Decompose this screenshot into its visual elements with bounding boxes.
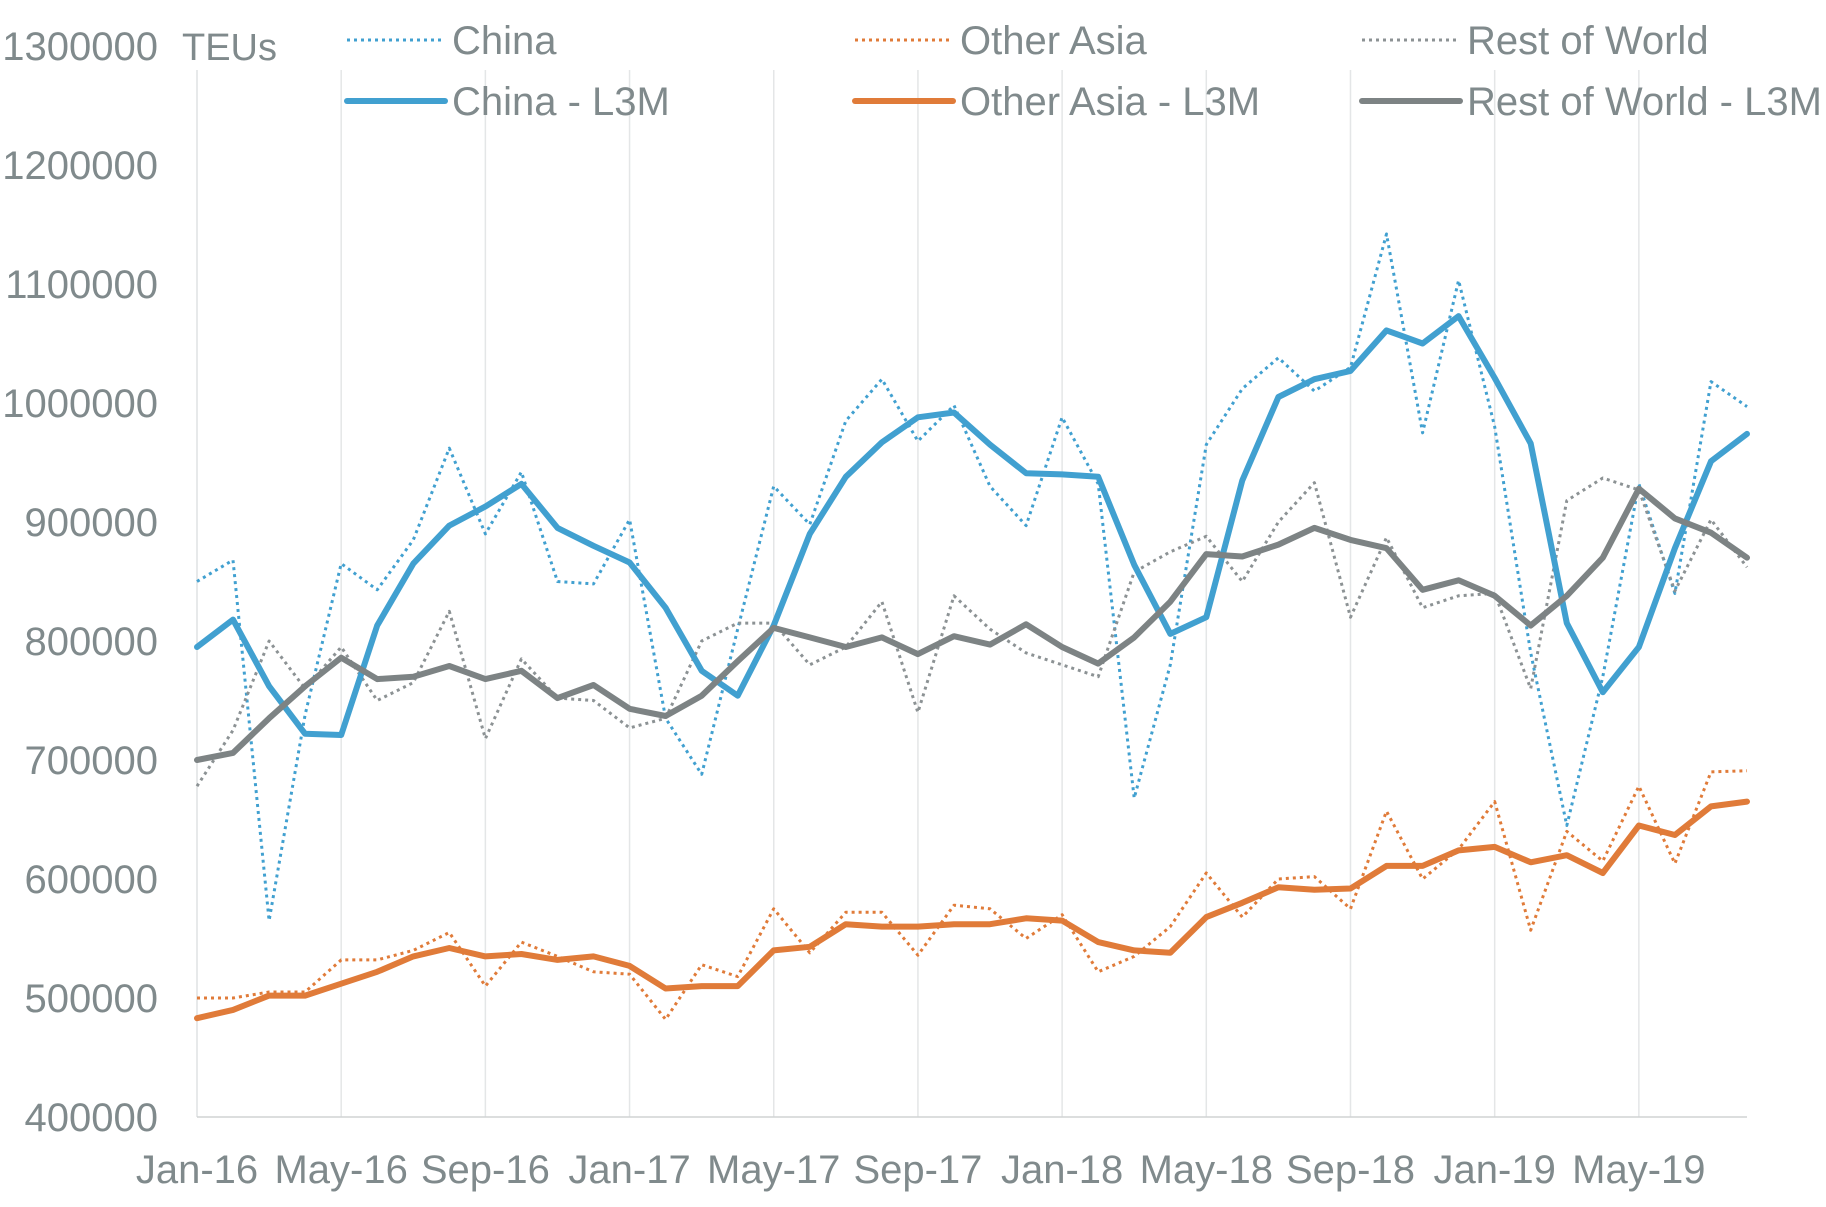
x-tick-label: May-17 (707, 1148, 840, 1192)
legend-item: Rest of World - L3M (1359, 80, 1822, 124)
legend-label: China - L3M (452, 80, 670, 124)
axes: Jan-16 May-16 Sep-16 Jan-17 May-17 Sep-17 Jan-… (2, 25, 1747, 1192)
y-tick-label: 1000000 (2, 382, 158, 426)
y-tick-label: 1300000 (2, 25, 158, 69)
legend-item: Other Asia - L3M (852, 80, 1260, 124)
series-line-rest-of-world (195, 476, 1749, 788)
series-line-china (196, 232, 1748, 923)
series-line-china-l3m (194, 313, 1750, 738)
legend-item: Other Asia (855, 19, 1148, 63)
y-tick-label: 400000 (25, 1096, 158, 1140)
legend: China Other Asia Rest of World China - L3M O… (344, 19, 1822, 124)
series-line-other-asia-l3m (194, 798, 1750, 1022)
y-axis-unit-label: TEUs (182, 27, 277, 69)
legend-label: Rest of World - L3M (1467, 80, 1822, 124)
x-tick-label: Sep-16 (421, 1148, 550, 1192)
legend-item: China - L3M (344, 80, 670, 124)
x-tick-label: Jan-18 (1001, 1148, 1123, 1192)
legend-item: China (347, 19, 557, 63)
y-tick-label: 800000 (25, 620, 158, 664)
legend-item: Rest of World (1362, 19, 1709, 63)
y-tick-label: 1200000 (2, 144, 158, 188)
y-tick-label: 1100000 (5, 263, 158, 307)
series-lines (194, 232, 1750, 1022)
y-tick-label: 700000 (25, 739, 158, 783)
y-tick-label: 600000 (25, 858, 158, 902)
legend-label: Other Asia (960, 19, 1148, 63)
x-tick-label: May-18 (1140, 1148, 1273, 1192)
x-tick-label: May-19 (1572, 1148, 1705, 1192)
x-tick-label: Jan-19 (1434, 1148, 1556, 1192)
x-tick-label: Jan-16 (136, 1148, 258, 1192)
legend-label: Rest of World (1467, 19, 1709, 63)
legend-label: Other Asia - L3M (960, 80, 1260, 124)
gridlines (196, 70, 1640, 1117)
x-tick-label: May-16 (274, 1148, 407, 1192)
y-tick-label: 500000 (25, 977, 158, 1021)
series-line-rest-of-world-l3m (194, 485, 1750, 763)
legend-label: China (452, 19, 557, 63)
x-tick-label: Sep-18 (1286, 1148, 1415, 1192)
x-tick-label: Jan-17 (568, 1148, 690, 1192)
series-line-other-asia (197, 769, 1748, 1021)
x-tick-label: Sep-17 (853, 1148, 982, 1192)
y-tick-label: 900000 (25, 501, 158, 545)
